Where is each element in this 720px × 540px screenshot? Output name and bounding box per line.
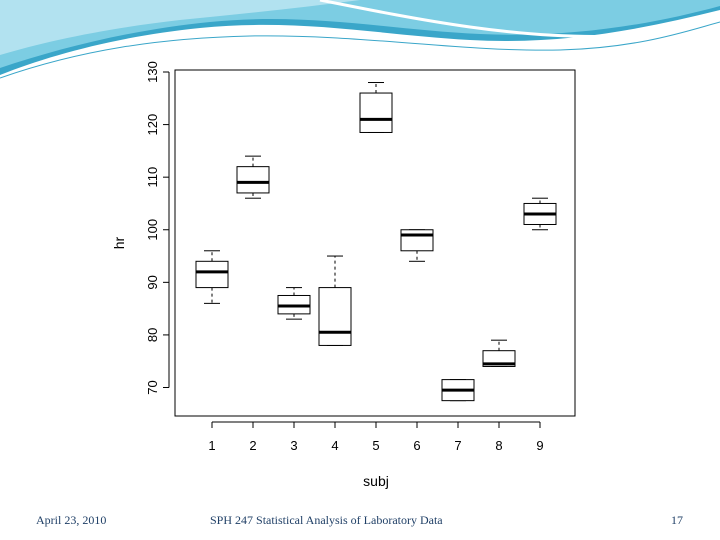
x-axis-title: subj [363,473,389,489]
box-5 [359,82,393,133]
y-tick-label: 110 [145,167,160,188]
y-tick-label: 100 [145,219,160,241]
plot-frame [174,69,576,417]
x-tick-label: 2 [249,438,256,453]
y-tick-label: 80 [145,328,160,342]
box-9 [523,197,557,231]
x-tick-label: 6 [413,438,420,453]
x-tick-label: 8 [495,438,502,453]
x-tick-label: 5 [372,438,379,453]
box-7 [441,379,475,402]
box-series [195,82,557,402]
header-wave-decoration [0,0,720,79]
x-axis: 1 2 3 4 5 6 7 8 9 [208,421,544,453]
box-2 [236,155,270,199]
x-tick-label: 3 [290,438,297,453]
box-iqr [318,287,352,346]
footer-course-title: SPH 247 Statistical Analysis of Laborato… [210,513,443,527]
x-tick-label: 1 [208,438,215,453]
y-tick-label: 130 [145,61,160,83]
y-tick-label: 120 [145,114,160,136]
y-axis-title: hr [111,236,127,249]
box-3 [277,287,311,320]
x-tick-label: 7 [454,438,461,453]
box-iqr [359,92,393,133]
box-1 [195,250,229,304]
box-iqr [236,166,270,194]
y-tick-label: 90 [145,275,160,289]
box-8 [482,339,516,367]
y-axis: 70 80 90 100 110 120 130 [145,61,170,395]
y-tick-label: 70 [145,380,160,394]
box-6 [400,229,434,262]
x-tick-label: 9 [536,438,543,453]
box-iqr [400,229,434,252]
footer-date: April 23, 2010 [36,513,107,527]
x-tick-label: 4 [331,438,338,453]
box-4 [318,255,352,346]
box-iqr [195,260,229,289]
footer-page-number: 17 [671,513,683,527]
boxplot-chart: 70 80 90 100 110 120 130 1 2 3 4 5 6 7 8 9 subj hr [111,61,576,489]
